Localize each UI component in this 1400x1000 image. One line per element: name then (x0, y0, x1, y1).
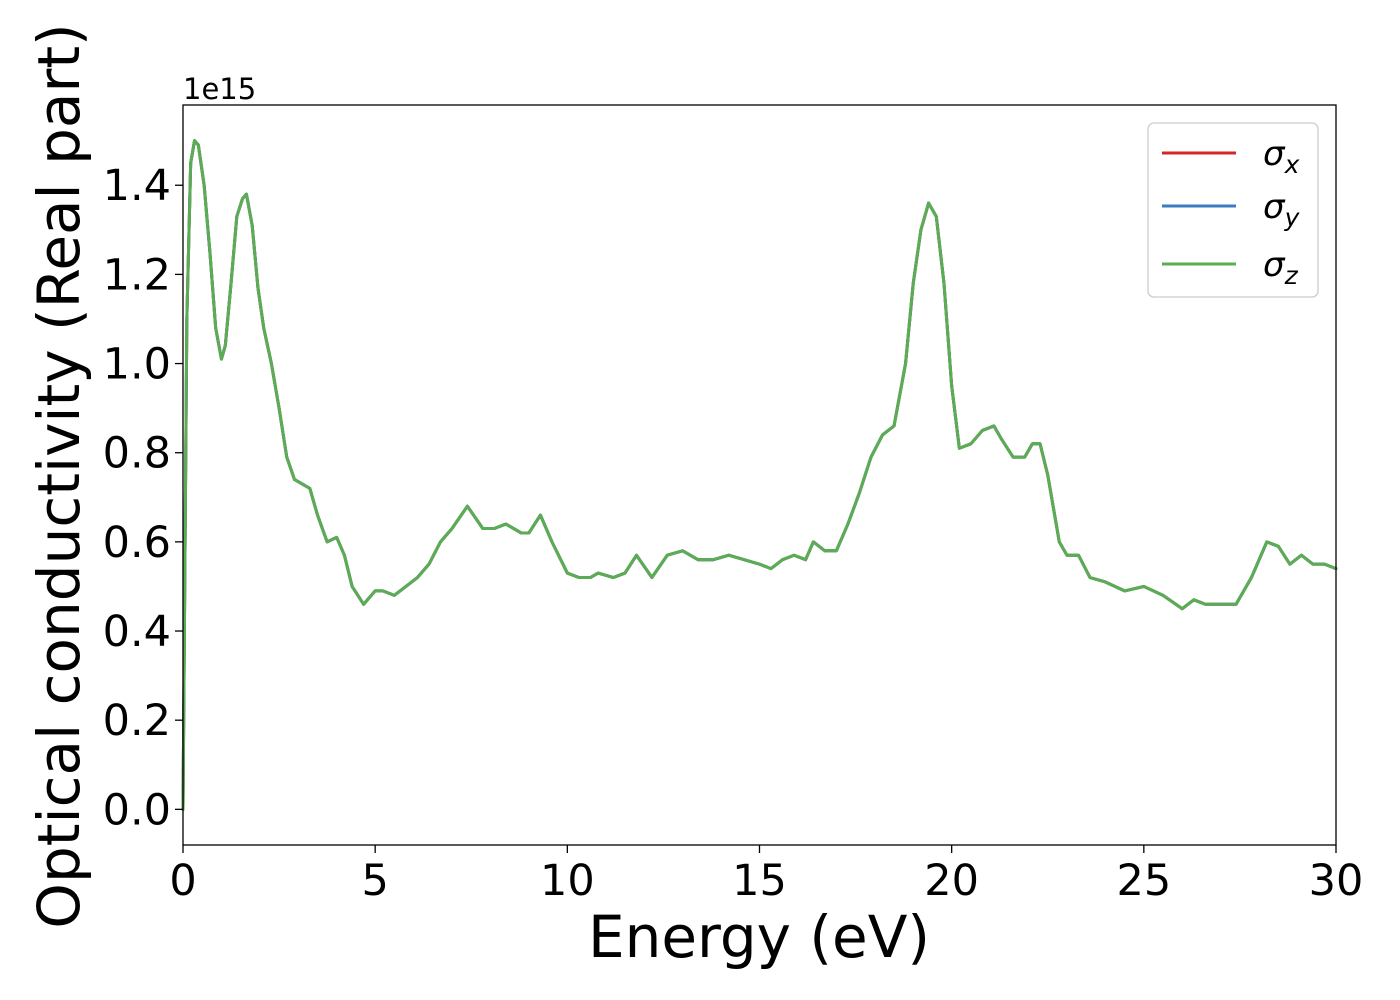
x-tick-label: 25 (1116, 856, 1171, 906)
y-tick-label: 0.2 (103, 696, 171, 746)
x-axis-title: Energy (eV) (588, 903, 930, 971)
y-tick-label: 0.6 (103, 518, 171, 568)
legend-label-y: σy (1263, 187, 1301, 232)
x-tick-label: 0 (169, 856, 196, 906)
x-tick-label: 10 (540, 856, 595, 906)
y-axis-ticks: 0.0 0.2 0.4 0.6 0.8 1.0 1.2 1.4 (103, 161, 183, 835)
y-tick-label: 0.4 (103, 607, 171, 657)
y-tick-label: 0.0 (103, 785, 171, 835)
x-tick-label: 30 (1309, 856, 1364, 906)
y-tick-label: 0.8 (103, 429, 171, 479)
series-line-z (181, 139, 1338, 811)
y-offset-label: 1e15 (183, 72, 256, 106)
legend-label-z: σz (1263, 245, 1299, 290)
legend: σx σy σz (1147, 122, 1319, 298)
x-tick-label: 20 (924, 856, 979, 906)
legend-items: σx σy σz (1162, 134, 1301, 290)
y-tick-label: 1.2 (103, 250, 171, 300)
x-tick-label: 15 (732, 856, 787, 906)
legend-box (1147, 122, 1319, 298)
x-axis-ticks: 0 5 10 15 20 25 30 (169, 845, 1363, 906)
y-tick-label: 1.4 (103, 161, 171, 211)
y-axis-title: Optical conductivity (Real part) (25, 23, 93, 928)
legend-label-x: σx (1263, 134, 1300, 179)
y-tick-label: 1.0 (103, 340, 171, 390)
x-tick-label: 5 (361, 856, 388, 906)
series-layer (181, 139, 1338, 811)
